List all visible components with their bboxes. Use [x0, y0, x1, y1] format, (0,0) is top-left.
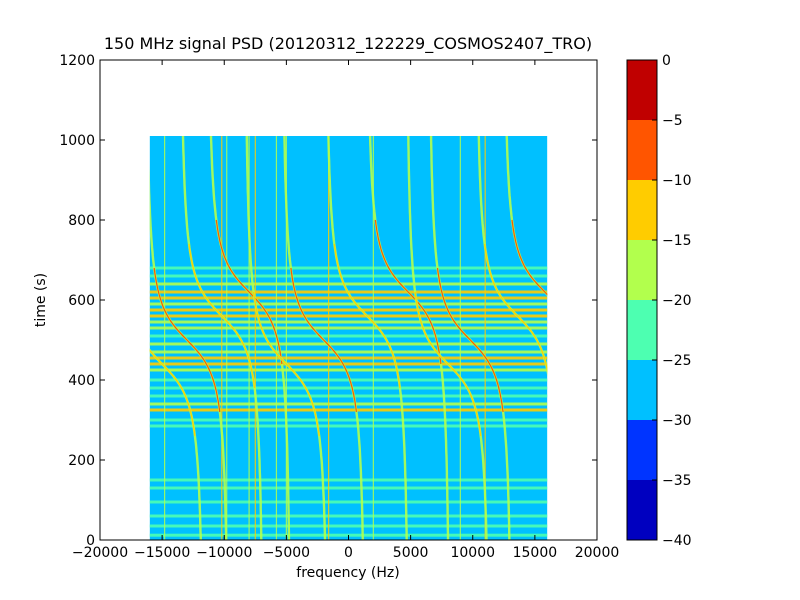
heatmap-band	[149, 274, 548, 278]
colorbar-segment	[627, 360, 657, 420]
doppler-trace-core	[149, 349, 196, 437]
heatmap-band	[149, 342, 548, 346]
doppler-trace-core	[436, 267, 504, 413]
y-tick-label: 200	[68, 453, 95, 469]
heatmap-band	[149, 320, 548, 324]
heatmap-band	[149, 308, 548, 312]
doppler-trace-core	[253, 291, 320, 437]
doppler-trace-core	[414, 291, 482, 437]
x-tick-label: 15000	[513, 545, 558, 561]
colorbar-tick-label: −25	[662, 353, 692, 369]
x-tick-label: −5000	[263, 545, 310, 561]
colorbar-segment	[627, 60, 657, 120]
y-tick-label: 600	[68, 293, 95, 309]
x-tick-label: 5000	[393, 545, 429, 561]
heatmap-band	[149, 394, 548, 398]
y-axis-label: time (s)	[33, 273, 49, 327]
heatmap-band	[149, 408, 548, 412]
heatmap-band	[149, 356, 548, 360]
x-axis-label: frequency (Hz)	[296, 565, 399, 581]
x-tick-label: −10000	[196, 545, 252, 561]
x-axis: −20000 −15000 −10000 −5000 0 5000 10000 15000 20…	[72, 60, 619, 561]
heatmap-band	[149, 386, 548, 390]
colorbar-tick-label: −20	[662, 293, 692, 309]
heatmap-band	[149, 296, 548, 300]
doppler-trace-core	[215, 219, 283, 365]
doppler-trace	[149, 348, 202, 540]
doppler-trace-core	[188, 243, 256, 389]
heatmap-band	[149, 326, 548, 330]
y-tick-label: 400	[68, 373, 95, 389]
doppler-trace-core	[290, 267, 357, 413]
heatmap-band	[149, 402, 548, 406]
x-tick-label: 20000	[575, 545, 620, 561]
heatmap-band	[149, 368, 548, 372]
doppler-trace-core	[374, 219, 442, 365]
colorbar-segment	[627, 240, 657, 300]
heatmap-band	[149, 362, 548, 366]
heatmap-band	[149, 350, 548, 354]
heatmap-band	[149, 302, 548, 306]
heatmap-band	[149, 378, 548, 382]
colorbar-tick-label: −40	[662, 533, 692, 549]
colorbar-tick-label: −15	[662, 233, 692, 249]
heatmap-band	[149, 524, 548, 528]
colorbar: −40 −35 −30 −25 −20 −15 −10 −5 0	[626, 53, 692, 549]
y-tick-label: 0	[86, 533, 95, 549]
y-tick-label: 1200	[59, 53, 95, 69]
y-axis: 0 200 400 600 800 1000 1200	[59, 53, 597, 549]
heatmap-band	[149, 282, 548, 286]
colorbar-segment	[627, 420, 657, 480]
colorbar-tick-label: −10	[662, 173, 692, 189]
colorbar-tick-label: 0	[662, 53, 671, 69]
heatmap-band	[149, 478, 548, 482]
colorbar-segment	[627, 120, 657, 180]
heatmap-band	[149, 500, 548, 504]
x-tick-label: 0	[344, 545, 353, 561]
heatmap-plot-area	[99, 59, 598, 541]
colorbar-segment	[627, 180, 657, 240]
doppler-trace-core	[153, 267, 221, 413]
y-tick-label: 1000	[59, 133, 95, 149]
heatmap-band	[149, 418, 548, 422]
x-tick-label: −20000	[72, 545, 128, 561]
colorbar-tick-label: −30	[662, 413, 692, 429]
doppler-trace-core	[511, 219, 548, 296]
colorbar-segment	[627, 480, 657, 540]
chart-title: 150 MHz signal PSD (20120312_122229_COSM…	[104, 34, 592, 54]
x-tick-label: 10000	[450, 545, 495, 561]
doppler-trace-core	[484, 243, 548, 374]
heatmap-layer	[149, 136, 548, 540]
heatmap-band	[149, 486, 548, 490]
heatmap-band	[149, 266, 548, 270]
y-tick-label: 800	[68, 213, 95, 229]
colorbar-tick-label: −5	[662, 113, 683, 129]
heatmap-band	[149, 424, 548, 428]
x-tick-label: −15000	[134, 545, 190, 561]
heatmap-band	[149, 514, 548, 518]
heatmap-band	[149, 314, 548, 318]
doppler-trace-core	[333, 243, 401, 389]
colorbar-segment	[627, 300, 657, 360]
colorbar-tick-label: −35	[662, 473, 692, 489]
doppler-trace	[505, 136, 548, 297]
heatmap-band	[149, 334, 548, 338]
